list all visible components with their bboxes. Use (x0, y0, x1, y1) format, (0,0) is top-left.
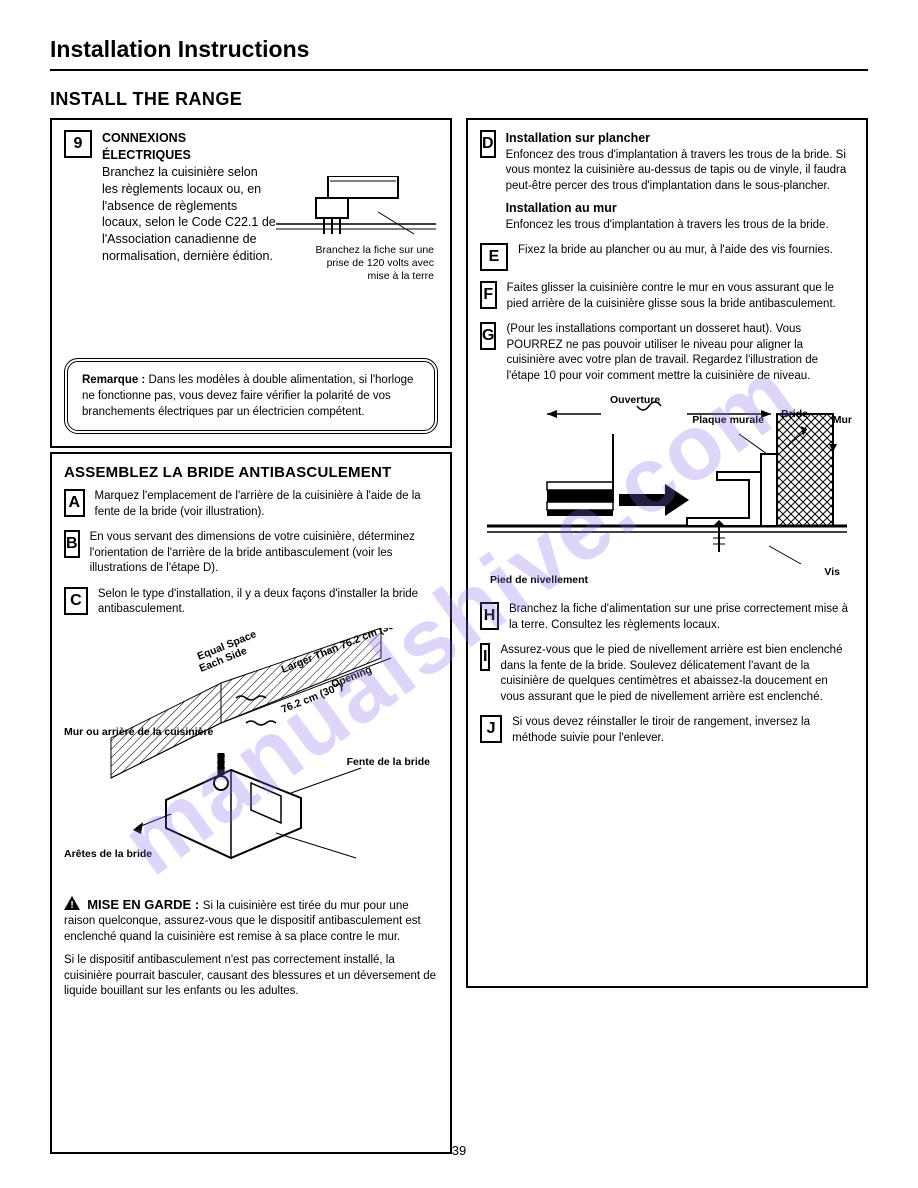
stepD-body2: Enfoncez les trous d'implantation à trav… (506, 219, 829, 231)
panel-step9: 9 CONNEXIONS ÉLECTRIQUES Branchez la cui… (50, 118, 452, 448)
stepH-number: H (480, 602, 499, 630)
callout-bracket: Bride (781, 408, 808, 420)
antitip-title: ASSEMBLEZ LA BRIDE ANTIBASCULEMENT (64, 464, 438, 481)
stepH-body: Branchez la fiche d'alimentation sur une… (509, 602, 854, 633)
step9-number: 9 (64, 130, 92, 158)
stepF-number: F (480, 281, 497, 309)
stepF-body: Faites glisser la cuisinière contre le m… (507, 281, 854, 312)
step9-body: Branchez la cuisinière selon les règleme… (102, 165, 276, 263)
callout-wall: Mur ou arrière de la cuisinière (64, 726, 213, 738)
left-column: 9 CONNEXIONS ÉLECTRIQUES Branchez la cui… (50, 118, 452, 1154)
plug-caption: Branchez la fiche sur une prise de 120 v… (276, 244, 436, 283)
two-column-layout: 9 CONNEXIONS ÉLECTRIQUES Branchez la cui… (50, 118, 868, 1154)
note-box: Remarque : Dans les modèles à double ali… (64, 358, 438, 434)
svg-text:!: ! (70, 900, 73, 910)
warning-block: ! MISE EN GARDE : Si la cuisinière est t… (64, 896, 438, 1000)
stepG-body: (Pour les installations comportant un do… (506, 322, 854, 384)
warning-icon: ! (64, 896, 80, 910)
stepD-body1: Enfoncez des trous d'implantation à trav… (506, 149, 847, 192)
stepJ-number: J (480, 715, 502, 743)
callout-screw: Vis (824, 566, 840, 578)
stepC-body: Selon le type d'installation, il y a deu… (98, 587, 438, 618)
callout-plate: Plaque murale (692, 414, 764, 426)
stepE-number: E (480, 243, 508, 271)
stepD-title2: Installation au mur (506, 201, 617, 215)
figure-plug-outlet: Branchez la fiche sur une prise de 120 v… (276, 176, 436, 270)
stepG-number: G (480, 322, 496, 350)
warning-label: MISE EN GARDE : (87, 897, 203, 912)
stepD-number: D (480, 130, 496, 158)
page-number: 39 (0, 1143, 918, 1158)
stepI-number: I (480, 643, 490, 671)
stepE-body: Fixez la bride au plancher ou au mur, à … (518, 243, 833, 259)
stepC-number: C (64, 587, 88, 615)
right-column: D Installation sur plancher Enfoncez des… (466, 118, 868, 988)
wall-section-svg (480, 394, 854, 594)
plug-outlet-svg (276, 176, 436, 246)
stepA-body: Marquez l'emplacement de l'arrière de la… (95, 489, 439, 520)
figure-bracket-iso: Equal Space Each Side Larger Than 76.2 c… (64, 628, 438, 888)
callout-opening: Ouverture (610, 394, 660, 406)
page-title: Installation Instructions (50, 36, 868, 63)
step9-title: CONNEXIONS ÉLECTRIQUES (102, 131, 191, 162)
callout-slot: Fente de la bride (347, 756, 430, 768)
header-rule (50, 69, 868, 71)
stepJ-body: Si vous devez réinstaller le tiroir de r… (512, 715, 854, 746)
callout-edges: Arêtes de la bride (64, 848, 152, 860)
panel-right: D Installation sur plancher Enfoncez des… (466, 118, 868, 988)
stepI-body: Assurez-vous que le pied de nivellement … (500, 643, 854, 705)
stepB-number: B (64, 530, 80, 558)
stepB-body: En vous servant des dimensions de votre … (90, 530, 438, 577)
panel-antitip: ASSEMBLEZ LA BRIDE ANTIBASCULEMENT A Mar… (50, 452, 452, 1154)
figure-wall-section: Ouverture Plaque murale Bride Mur Pied d… (480, 394, 854, 594)
callout-leg: Pied de nivellement (490, 574, 588, 586)
stepA-number: A (64, 489, 85, 517)
callout-wall2: Mur (833, 414, 852, 426)
warning-body-2: Si le dispositif antibasculement n'est p… (64, 954, 436, 997)
stepD-title: Installation sur plancher (506, 131, 650, 145)
section-subtitle: INSTALL THE RANGE (50, 89, 868, 110)
